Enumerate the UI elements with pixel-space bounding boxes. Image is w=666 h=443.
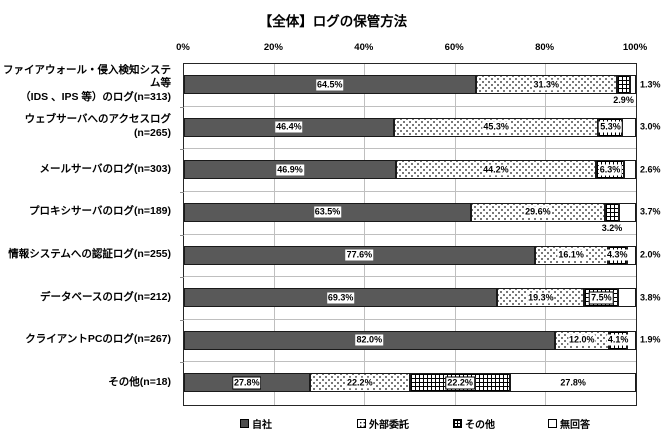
- legend-item-jisha: 自社: [240, 416, 272, 431]
- legend-item-gaibu: 外部委託: [357, 416, 409, 431]
- category-axis-tick: [180, 191, 184, 193]
- bar-segment-mukaito: [630, 75, 636, 94]
- category-axis-tick: [180, 277, 184, 279]
- bar-row: 82.0% 12.0% 4.1% 1.9%: [184, 320, 661, 363]
- bar-segment-sonota: [617, 75, 631, 94]
- bar-segment-mukaito: [624, 160, 636, 180]
- category-label: データベースのログ(n=212): [39, 290, 171, 303]
- category-label: ウェブサーバへのアクセスログ(n=265): [24, 113, 171, 139]
- legend-label-mukaito: 無回答: [560, 420, 590, 431]
- data-label: 1.9%: [640, 334, 661, 345]
- category-axis-tick: [180, 234, 184, 236]
- legend-item-mukaito: 無回答: [548, 416, 590, 431]
- legend-marker-sonota-icon: [453, 419, 462, 428]
- data-label: 46.9%: [276, 164, 304, 176]
- bar-row: 63.5% 29.6% 3.2% 3.7%: [184, 192, 661, 235]
- bar-row: 64.5% 31.3% 2.9% 1.3%: [184, 64, 661, 107]
- x-axis: 0% 20% 40% 60% 80% 100%: [176, 42, 647, 56]
- data-label: 2.0%: [640, 249, 661, 260]
- category-axis-tick: [180, 319, 184, 321]
- bar-segment-mukaito: [622, 117, 636, 137]
- bar-segment-mukaito: [618, 288, 636, 308]
- legend-marker-mukaito-icon: [548, 419, 557, 428]
- category-label: 情報システムへの認証ログ(n=255): [8, 247, 171, 260]
- data-label: 5.3%: [599, 121, 622, 133]
- data-label: 22.2%: [445, 376, 475, 390]
- data-label: 27.8%: [232, 376, 262, 390]
- plot-area: 64.5% 31.3% 2.9% 1.3% 46.4% 45.3% 5.3% 3.0% 46.9…: [180, 63, 661, 406]
- axis-tick-label: 100%: [622, 42, 648, 53]
- data-label: 46.4%: [275, 121, 303, 133]
- category-axis-tick: [180, 149, 184, 151]
- data-label: 31.3%: [532, 79, 561, 90]
- axis-tick-label: 20%: [263, 42, 283, 53]
- bar-row: 27.8% 22.2% 22.2% 27.8%: [184, 362, 636, 405]
- bar-segment-mukaito: [619, 202, 636, 222]
- vertical-gridline: [273, 64, 275, 405]
- category-label: プロキシサーバのログ(n=189): [29, 205, 171, 218]
- data-label: 4.3%: [605, 249, 629, 261]
- axis-tick-label: 40%: [354, 42, 374, 53]
- bar-row: 77.6% 16.1% 4.3% 2.0%: [184, 235, 661, 278]
- data-label: 45.3%: [482, 121, 510, 133]
- data-label: 63.5%: [313, 206, 342, 218]
- data-label: 44.2%: [482, 164, 510, 176]
- vertical-gridline: [454, 64, 456, 405]
- axis-tick-label: 80%: [535, 42, 555, 53]
- data-label: 19.3%: [527, 292, 555, 304]
- legend-label-sonota: その他: [465, 420, 495, 431]
- category-axis-tick: [180, 362, 184, 364]
- legend-marker-gaibu-icon: [357, 419, 366, 428]
- legend-label-jisha: 自社: [252, 420, 272, 431]
- bar-row: 46.9% 44.2% 6.3% 2.6%: [184, 149, 661, 192]
- data-label: 2.9%: [612, 95, 635, 106]
- data-label: 3.7%: [640, 206, 661, 217]
- category-axis: ファイアウォール・侵入検知システム等 （IDS 、IPS 等）のログ(n=313)…: [0, 63, 177, 404]
- legend-marker-jisha-icon: [240, 419, 249, 428]
- data-label: 1.3%: [640, 79, 661, 89]
- bar-row: 46.4% 45.3% 5.3% 3.0%: [184, 107, 661, 150]
- data-label: 3.8%: [640, 292, 661, 303]
- data-label: 7.5%: [589, 291, 614, 305]
- legend: 自社 外部委託 その他 無回答: [183, 416, 643, 432]
- data-label: 12.0%: [567, 334, 596, 346]
- category-label: ファイアウォール・侵入検知システム等 （IDS 、IPS 等）のログ(n=313): [3, 63, 171, 104]
- legend-label-gaibu: 外部委託: [369, 420, 409, 431]
- axis-tick-label: 60%: [444, 42, 464, 53]
- data-label: 2.6%: [640, 164, 661, 175]
- data-label: 64.5%: [316, 79, 344, 90]
- data-label: 6.3%: [598, 164, 622, 176]
- category-label: その他(n=18): [108, 375, 171, 388]
- category-label: メールサーバのログ(n=303): [39, 162, 171, 175]
- category-label: クライアントPCのログ(n=267): [25, 333, 171, 346]
- data-label: 22.2%: [346, 377, 374, 389]
- data-label: 3.2%: [600, 222, 624, 234]
- data-label: 3.0%: [640, 121, 661, 132]
- bar-segment-sonota: [604, 202, 620, 222]
- axis-tick-label: 0%: [176, 42, 190, 53]
- data-label: 4.1%: [606, 334, 630, 346]
- data-label: 69.3%: [326, 292, 355, 304]
- data-label: 27.8%: [559, 377, 587, 389]
- data-label: 29.6%: [524, 206, 552, 218]
- legend-item-sonota: その他: [453, 416, 495, 431]
- data-label: 16.1%: [557, 249, 585, 261]
- category-axis-tick: [180, 106, 184, 108]
- vertical-gridline: [545, 64, 547, 405]
- chart-title: 【全体】ログの保管方法: [258, 14, 408, 29]
- vertical-gridline: [364, 64, 366, 405]
- data-label: 82.0%: [355, 334, 384, 346]
- bar-row: 69.3% 19.3% 7.5% 3.8%: [184, 277, 661, 320]
- data-label: 77.6%: [345, 249, 374, 261]
